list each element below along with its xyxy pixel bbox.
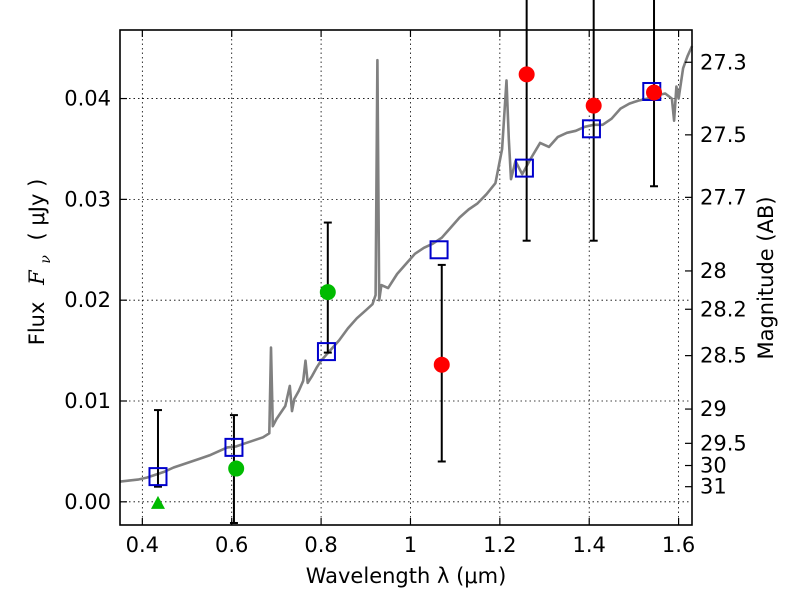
x-tick-label: 1.2 [483, 533, 516, 557]
right-tick-label: 31 [700, 475, 727, 499]
x-tick-label: 1.4 [573, 533, 606, 557]
y-axis-title: Flux F ν ( μJy ) [25, 179, 55, 346]
model-band-square [316, 342, 336, 362]
y-axis-title-symbol: F [25, 269, 49, 286]
right-tick-label: 29 [700, 397, 727, 421]
y-tick-label: 0.02 [64, 288, 111, 312]
upper-limit-triangle [150, 495, 165, 509]
y-tick-label: 0.04 [64, 87, 111, 111]
x-tick-label: 0.4 [126, 533, 159, 557]
detection-point [433, 356, 450, 373]
right-tick-label: 27.3 [700, 50, 747, 74]
y-axis-title-unit: ( μJy ) [25, 179, 49, 241]
grid-lines [120, 30, 692, 525]
right-tick-label: 28.2 [700, 297, 747, 321]
right-tick-label: 29.5 [700, 431, 747, 455]
x-tick-label: 1 [404, 533, 417, 557]
model-band-square [581, 119, 601, 139]
axis-ticks [120, 30, 692, 525]
y-tick-label: 0.01 [64, 389, 111, 413]
model-band-square [148, 467, 168, 487]
series-layer [119, 0, 694, 524]
x-axis-title: Wavelength λ (μm) [306, 564, 507, 588]
tick-labels: 0.4 0.6 0.8 1 1.2 1.4 1.6 0.00 0.01 0.02 0.03 0.04 2… [64, 50, 747, 557]
right-tick-label: 27.7 [700, 185, 747, 209]
model-band-square [224, 437, 244, 457]
detection-point [518, 66, 535, 83]
detection-point [585, 97, 602, 114]
y-tick-label: 0.03 [64, 187, 111, 211]
model-band-square [514, 158, 534, 178]
low-sn-point [228, 460, 245, 477]
x-tick-label: 0.8 [304, 533, 337, 557]
right-tick-label: 28.5 [700, 344, 747, 368]
plot-frame [119, 29, 693, 526]
right-tick-label: 30 [700, 454, 727, 478]
model-band-square [429, 240, 449, 260]
model-spectrum-line [119, 45, 694, 483]
detection-point [646, 84, 663, 101]
right-tick-label: 28 [700, 259, 727, 283]
y-axis-title-prefix: Flux [25, 302, 49, 346]
right-axis-title: Magnitude (AB) [754, 196, 778, 359]
right-tick-label: 27.5 [700, 123, 747, 147]
x-tick-label: 1.6 [662, 533, 695, 557]
x-tick-label: 0.6 [215, 533, 248, 557]
y-tick-label: 0.00 [64, 490, 111, 514]
y-axis-title-subscript: ν [38, 255, 54, 264]
low-sn-point [319, 284, 336, 301]
